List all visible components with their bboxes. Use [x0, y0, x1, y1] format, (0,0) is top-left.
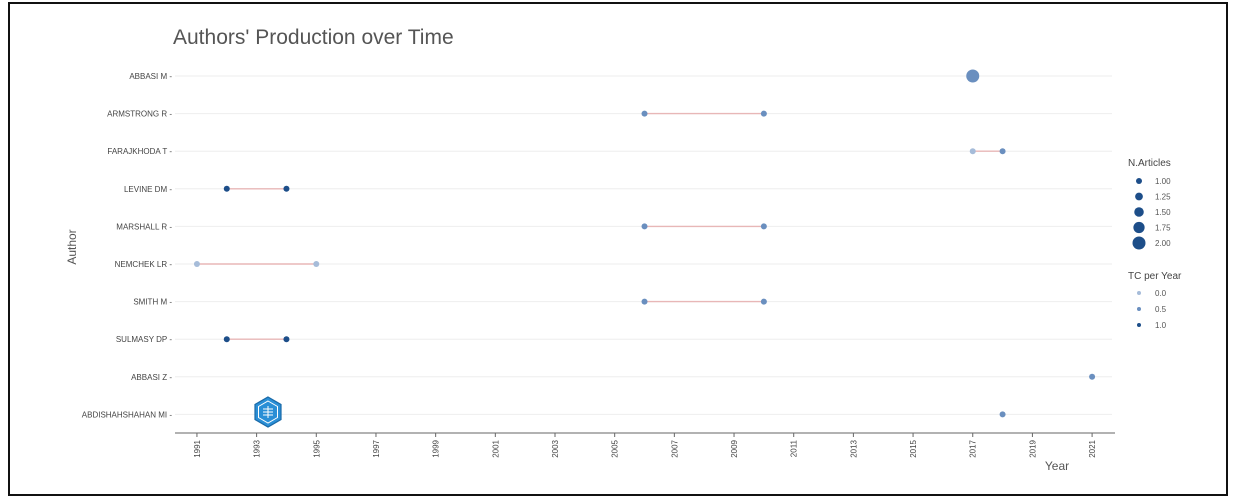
x-tick-label: 1999 [432, 439, 441, 457]
production-point [223, 185, 230, 192]
author-label: NEMCHEK LR - [115, 260, 173, 269]
production-point [999, 148, 1006, 155]
production-point [969, 148, 976, 155]
author-label: SMITH M - [133, 298, 172, 307]
y-tick-labels: ABBASI M - ARMSTRONG R - FARAJKHODA T - LEV… [82, 72, 173, 419]
x-tick-label: 2005 [611, 439, 620, 457]
legend-articles-swatch [1135, 192, 1143, 201]
production-point [641, 110, 648, 117]
production-point [641, 223, 648, 230]
legend-tc-swatch [1137, 307, 1141, 311]
legend-articles-label: 1.00 [1155, 177, 1171, 186]
chart-title: Authors' Production over Time [173, 26, 454, 49]
production-point [999, 411, 1006, 418]
production-point [283, 336, 290, 343]
legend-tc-swatch [1137, 291, 1141, 295]
author-label: ABBASI Z - [131, 373, 172, 382]
legend-articles-swatch [1134, 207, 1144, 217]
legend-tc-swatch [1137, 323, 1141, 327]
x-tick-label: 2021 [1088, 439, 1097, 457]
hexagon-logo-icon [254, 396, 282, 428]
y-axis-title: Author [65, 229, 79, 264]
legend-tc-label: 0.0 [1155, 289, 1167, 298]
segment-layer [196, 112, 1003, 340]
x-tick-label: 2003 [551, 439, 560, 457]
production-point [223, 336, 230, 343]
x-tick-label: 2001 [491, 439, 500, 457]
x-tick-label: 2015 [909, 439, 918, 457]
x-tick-labels: 1991 1993 1995 1997 1999 2001 2003 2005 2007 2009… [193, 433, 1097, 458]
legend-tc-label: 0.5 [1155, 305, 1167, 314]
x-tick-label: 1997 [372, 439, 381, 457]
legend-tc-label: 1.0 [1155, 321, 1167, 330]
legend-articles-swatch [1132, 236, 1146, 250]
production-point [966, 69, 980, 83]
production-point [313, 261, 320, 267]
author-label: ABBASI M - [129, 72, 172, 81]
production-point [1089, 373, 1096, 380]
x-tick-label: 2011 [790, 439, 799, 457]
production-point [760, 298, 767, 305]
author-label: SULMASY DP - [116, 335, 173, 344]
x-tick-label: 2013 [849, 439, 858, 457]
x-axis-title: Year [1045, 459, 1069, 473]
legend-articles: N.Articles 1.00 1.25 1.50 1.75 2.00 [1128, 158, 1171, 250]
legend-articles-label: 1.50 [1155, 208, 1171, 217]
legend-articles-label: 2.00 [1155, 239, 1171, 248]
x-tick-label: 1993 [253, 439, 262, 457]
x-tick-label: 2017 [969, 439, 978, 457]
legend-articles-swatch [1133, 221, 1145, 234]
x-tick-label: 2019 [1028, 439, 1037, 457]
point-layer [193, 69, 1096, 418]
author-label: ABDISHAHSHAHAN MI - [82, 410, 173, 419]
author-label: MARSHALL R - [116, 222, 172, 231]
x-tick-label: 1991 [193, 439, 202, 457]
production-point [641, 298, 648, 305]
x-tick-label: 2007 [670, 439, 679, 457]
legend-articles-label: 1.25 [1155, 193, 1171, 202]
production-point [760, 223, 767, 230]
legend-articles-swatch [1136, 178, 1142, 184]
production-point [760, 110, 767, 117]
production-point [283, 185, 290, 192]
x-tick-label: 2009 [730, 439, 739, 457]
grid-layer [175, 75, 1112, 415]
author-label: ARMSTRONG R - [107, 110, 172, 119]
legend-tc-per-year: TC per Year 0.0 0.5 1.0 [1128, 271, 1182, 330]
legend-articles-title: N.Articles [1128, 158, 1171, 169]
author-label: LEVINE DM - [124, 185, 172, 194]
production-point [193, 261, 200, 267]
legend-articles-label: 1.75 [1155, 224, 1171, 233]
chart-frame [8, 2, 1228, 496]
author-label: FARAJKHODA T - [107, 147, 172, 156]
x-tick-label: 1995 [312, 439, 321, 457]
legend-tc-title: TC per Year [1128, 271, 1182, 282]
